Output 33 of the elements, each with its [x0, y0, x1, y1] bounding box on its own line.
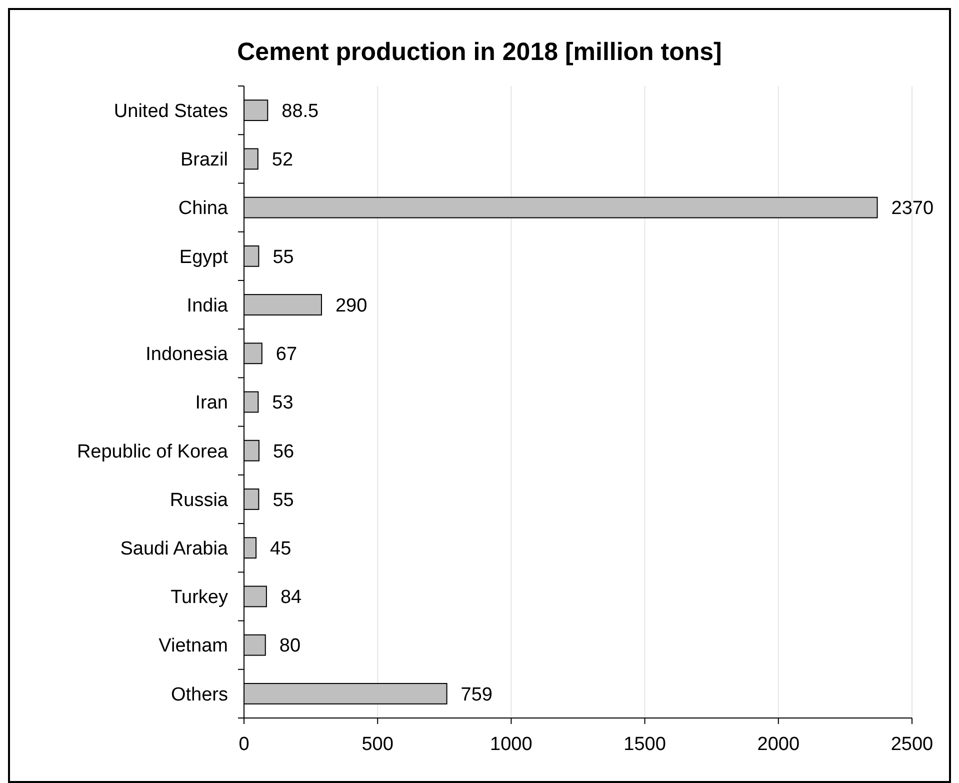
data-label: 55 [272, 490, 294, 511]
data-label: 759 [460, 684, 493, 706]
data-label: 67 [276, 344, 298, 366]
y-tick-label: Turkey [170, 587, 228, 608]
data-label: 45 [270, 538, 292, 560]
y-tick-label: Russia [170, 490, 228, 511]
y-tick-label: Saudi Arabia [120, 538, 228, 560]
y-tick-label: Others [170, 684, 228, 706]
y-tick-label: Egypt [179, 246, 229, 268]
chart-title: Cement production in 2018 [million tons] [237, 38, 722, 66]
x-tick-label: 500 [362, 734, 394, 755]
data-label: 52 [272, 150, 294, 171]
x-tick-label: 2000 [757, 734, 800, 755]
y-tick-label: United States [114, 100, 228, 122]
x-tick-label: 2500 [890, 734, 934, 755]
y-tick-label: Republic of Korea [76, 441, 228, 462]
data-label: 2370 [891, 198, 934, 220]
x-tick-label: 0 [238, 734, 250, 755]
y-tick-label: Iran [195, 392, 228, 414]
x-tick-label: 1500 [624, 734, 666, 755]
data-label: 80 [279, 636, 301, 657]
x-tick-label: 1000 [490, 734, 532, 755]
y-tick-label: Vietnam [158, 636, 228, 657]
data-label: 88.5 [282, 100, 319, 122]
data-label: 290 [335, 295, 368, 316]
data-label: 84 [280, 587, 302, 608]
data-label: 56 [272, 441, 294, 462]
y-tick-label: India [186, 295, 228, 316]
data-label: 53 [272, 392, 294, 414]
y-tick-label: Indonesia [146, 344, 228, 366]
y-tick-label: China [178, 198, 228, 220]
y-tick-label: Brazil [180, 150, 228, 171]
data-label: 55 [272, 246, 294, 268]
